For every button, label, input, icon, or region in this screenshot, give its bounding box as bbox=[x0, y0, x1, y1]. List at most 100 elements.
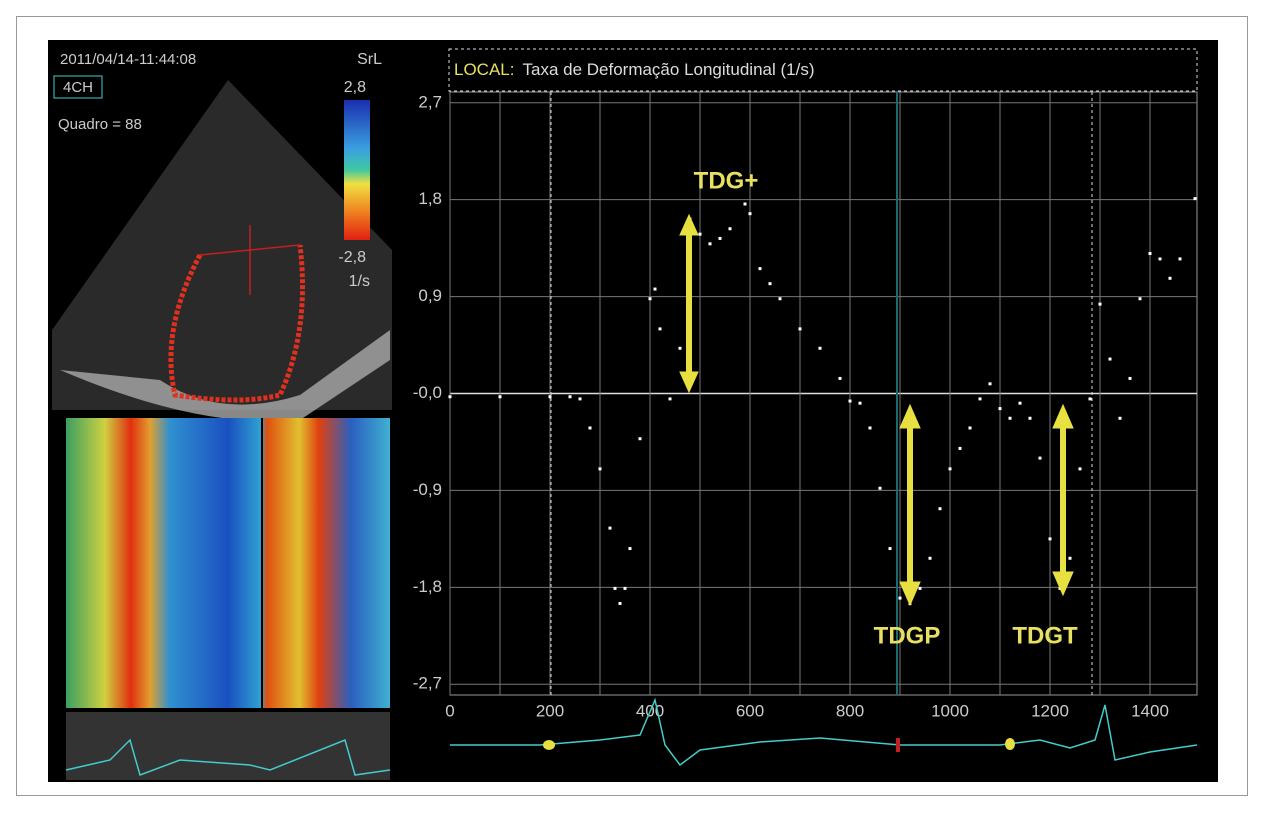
data-point bbox=[648, 297, 652, 301]
data-point bbox=[613, 586, 617, 590]
color-mmode bbox=[66, 418, 390, 708]
data-point bbox=[978, 397, 982, 401]
data-point bbox=[668, 397, 672, 401]
data-point bbox=[708, 242, 712, 246]
data-point bbox=[798, 327, 802, 331]
data-point bbox=[548, 395, 552, 399]
data-point bbox=[588, 426, 592, 430]
title-box bbox=[448, 48, 1198, 92]
annotation: TDGP bbox=[874, 622, 941, 649]
y-tick-label: -1,8 bbox=[413, 577, 442, 596]
data-point bbox=[498, 395, 502, 399]
data-point bbox=[758, 267, 762, 271]
data-point bbox=[748, 212, 752, 216]
view-label: 4CH bbox=[63, 79, 93, 96]
echo-strip bbox=[66, 712, 390, 780]
data-point bbox=[1148, 252, 1152, 256]
x-tick-label: 1200 bbox=[1031, 701, 1069, 720]
y-tick-label: -0,0 bbox=[413, 383, 442, 402]
timestamp: 2011/04/14-11:44:08 bbox=[60, 51, 196, 68]
data-point bbox=[888, 547, 892, 551]
data-point bbox=[988, 382, 992, 386]
x-tick-label: 600 bbox=[736, 701, 764, 720]
ecg-marker bbox=[543, 740, 555, 750]
data-point bbox=[728, 227, 732, 231]
x-tick-label: 800 bbox=[836, 701, 864, 720]
data-point bbox=[1008, 416, 1012, 420]
color-bar bbox=[344, 100, 370, 240]
chart-title-line: LOCAL: Taxa de Deformação Longitudinal (1… bbox=[454, 60, 814, 79]
y-tick-label: 2,7 bbox=[418, 92, 442, 111]
data-point bbox=[938, 507, 942, 511]
data-point bbox=[1118, 416, 1122, 420]
x-tick-label: 0 bbox=[445, 701, 454, 720]
mini-ecg bbox=[65, 738, 391, 776]
data-point bbox=[578, 397, 582, 401]
x-tick-label: 1000 bbox=[931, 701, 969, 720]
annotation: TDG+ bbox=[694, 167, 759, 194]
data-point bbox=[848, 399, 852, 403]
data-point bbox=[1138, 297, 1142, 301]
data-point bbox=[1088, 397, 1092, 401]
view-box bbox=[53, 75, 103, 99]
data-point bbox=[743, 202, 747, 206]
data-point bbox=[698, 232, 702, 236]
annotation: TDGT bbox=[1012, 622, 1078, 649]
data-point bbox=[898, 596, 902, 600]
data-point bbox=[448, 395, 452, 399]
ecg-marker bbox=[1005, 738, 1015, 750]
colorbar-label: SrL bbox=[357, 51, 382, 68]
points bbox=[448, 197, 1197, 605]
y-tick-label: -0,9 bbox=[413, 480, 442, 499]
y-tick-label: 0,9 bbox=[418, 286, 442, 305]
echo-sector bbox=[52, 80, 392, 410]
colorbar-max: 2,8 bbox=[344, 79, 366, 96]
data-point bbox=[878, 486, 882, 490]
data-point bbox=[1098, 302, 1102, 306]
data-point bbox=[628, 547, 632, 551]
data-point bbox=[658, 327, 662, 331]
data-point bbox=[638, 437, 642, 441]
data-point bbox=[958, 446, 962, 450]
data-point bbox=[948, 467, 952, 471]
data-point bbox=[678, 346, 682, 350]
data-point bbox=[623, 586, 627, 590]
arrows bbox=[679, 213, 1074, 607]
data-point bbox=[818, 346, 822, 350]
data-point bbox=[1168, 276, 1172, 280]
ecg-trace bbox=[450, 697, 1198, 767]
data-point bbox=[568, 395, 572, 399]
cursor bbox=[199, 225, 301, 295]
data-point bbox=[653, 287, 657, 291]
data-point bbox=[1048, 537, 1052, 541]
ecg-marker bbox=[896, 738, 900, 752]
data-point bbox=[768, 282, 772, 286]
data-point bbox=[598, 467, 602, 471]
data-point bbox=[918, 586, 922, 590]
data-point bbox=[838, 376, 842, 380]
data-point bbox=[778, 297, 782, 301]
data-point bbox=[858, 401, 862, 405]
frame-label: Quadro = 88 bbox=[58, 116, 142, 133]
x-tick-label: 1400 bbox=[1131, 701, 1169, 720]
echo-wall bbox=[60, 330, 390, 422]
data-point bbox=[1018, 401, 1022, 405]
data-point bbox=[1108, 357, 1112, 361]
data-point bbox=[718, 236, 722, 240]
colorbar-unit: 1/s bbox=[349, 273, 370, 290]
data-point bbox=[968, 426, 972, 430]
data-point bbox=[868, 426, 872, 430]
tracking-contour bbox=[168, 244, 305, 403]
data-point bbox=[1178, 257, 1182, 261]
data-point bbox=[998, 407, 1002, 411]
data-point bbox=[1078, 467, 1082, 471]
y-tick-label: -2,7 bbox=[413, 674, 442, 693]
data-point bbox=[1193, 197, 1197, 201]
data-point bbox=[928, 556, 932, 560]
x-tick-label: 200 bbox=[536, 701, 564, 720]
data-point bbox=[618, 601, 622, 605]
data-point bbox=[1128, 376, 1132, 380]
data-point bbox=[608, 526, 612, 530]
y-tick-label: 1,8 bbox=[418, 189, 442, 208]
